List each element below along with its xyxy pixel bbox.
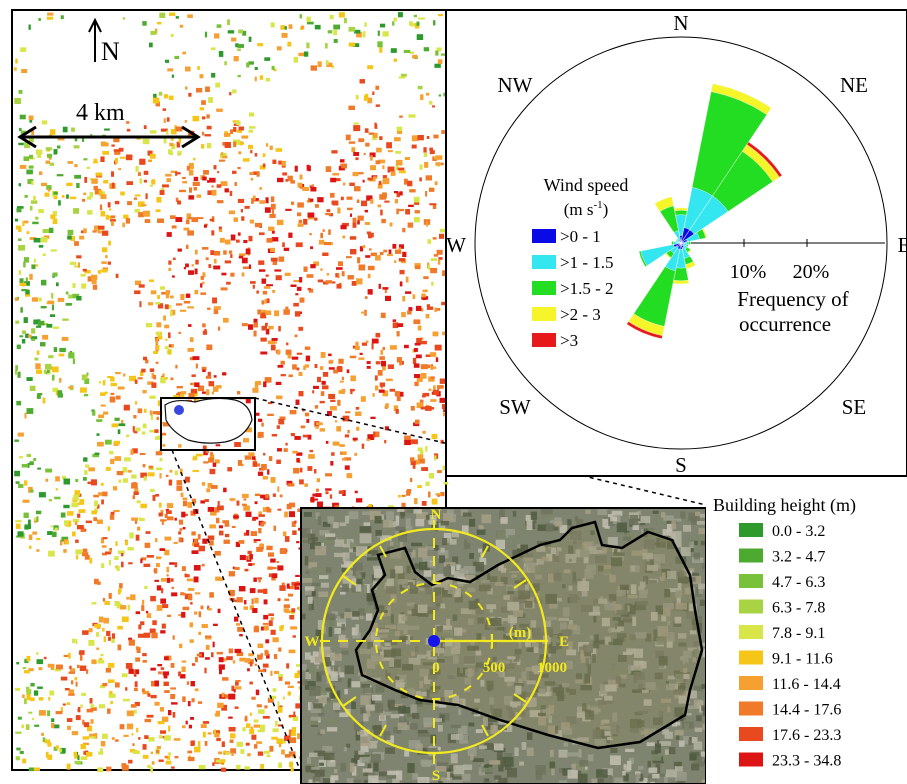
building-legend-label: 9.1 - 11.6 <box>772 651 833 668</box>
building-legend-swatch <box>739 676 763 690</box>
building-legend-label: 6.3 - 7.8 <box>772 600 825 617</box>
wind-legend-label: >1.5 - 2 <box>560 279 614 298</box>
petal-337.5-class-0 <box>678 239 682 244</box>
building-legend-label: 14.4 - 17.6 <box>772 702 841 719</box>
wind-rose-direction-labels: N NE E SE S SW W NW <box>446 11 907 477</box>
leader-lines <box>171 397 707 771</box>
direction-label-w: W <box>446 233 466 257</box>
petal-247.5-class-1 <box>640 242 682 267</box>
wind-rose-outer-circle <box>474 36 888 450</box>
building-height-raster <box>14 12 449 774</box>
direction-label-sw: SW <box>499 395 531 419</box>
building-legend-title: Building height (m) <box>713 495 856 516</box>
wind-legend-label: >3 <box>560 331 578 350</box>
building-legend-swatch <box>739 625 763 639</box>
inset-unit-label: (m) <box>509 625 532 641</box>
building-legend-label: 17.6 - 23.3 <box>772 727 841 744</box>
building-legend-label: 3.2 - 4.7 <box>772 549 825 566</box>
direction-label-nw: NW <box>498 73 533 97</box>
inset-distance-500: 500 <box>483 660 506 676</box>
city-map: N 4 km <box>11 9 449 774</box>
wind-legend-label: >0 - 1 <box>560 227 601 246</box>
wind-rose-radial-ticks: 10% 20% <box>730 239 830 283</box>
inset-compass-n: N <box>431 507 442 523</box>
wind-speed-legend: Wind speed (m s-1) >0 - 1 >1 - 1.5 >1.5 - … <box>532 175 628 350</box>
wind-legend-unit: (m s-1) <box>564 199 609 219</box>
inset-compass-s: S <box>432 768 440 784</box>
building-legend-swatch <box>739 523 763 537</box>
study-area-outline <box>164 397 253 444</box>
petal-337.5-class-1 <box>673 230 682 244</box>
scale-bar: 4 km <box>17 100 201 149</box>
wind-legend-label: >2 - 3 <box>560 305 601 324</box>
station-marker <box>174 405 184 415</box>
building-legend-swatch <box>739 752 763 767</box>
direction-label-s: S <box>675 453 687 477</box>
radial-tick-label: 10% <box>730 261 767 283</box>
building-legend-swatch <box>739 548 763 563</box>
direction-label-e: E <box>898 233 907 257</box>
building-legend-label: 23.3 - 34.8 <box>772 753 841 770</box>
building-legend-label: 11.6 - 14.4 <box>772 676 841 693</box>
building-legend-label: 0.0 - 3.2 <box>772 523 825 540</box>
building-legend-swatch <box>739 701 763 716</box>
building-legend-swatch <box>739 650 763 665</box>
wind-rose-petals <box>626 83 783 340</box>
wind-legend-swatch <box>532 307 556 321</box>
inset-locator-box <box>160 397 256 451</box>
inset-distance-1000: 1000 <box>537 660 567 676</box>
satellite-inset: N E S W (m) 0 500 1000 <box>300 507 707 784</box>
wind-rose-panel: 10% 20% N NE E SE S SW W NW Frequency of occurre… <box>445 9 907 477</box>
direction-label-ne: NE <box>840 73 868 97</box>
building-legend-label: 7.8 - 9.1 <box>772 625 825 642</box>
building-height-legend: Building height (m) 0.0 - 3.2 3.2 - 4.7 4.… <box>706 486 907 784</box>
petal-202.5-class-1 <box>664 242 682 272</box>
wind-legend-swatch <box>532 333 556 347</box>
station-marker-inset <box>428 635 440 647</box>
wind-legend-swatch <box>532 229 556 243</box>
wind-legend-title: Wind speed <box>544 175 629 195</box>
building-legend-swatch <box>739 599 763 614</box>
radial-title-line2: occurrence <box>739 312 831 336</box>
scale-label: 4 km <box>76 100 125 126</box>
petal-45-class-1 <box>680 195 729 244</box>
direction-label-se: SE <box>842 395 867 419</box>
wind-legend-swatch <box>532 281 556 295</box>
inset-distance-0: 0 <box>432 660 440 676</box>
inset-compass-e: E <box>559 634 569 650</box>
building-legend-swatch <box>739 574 763 588</box>
wind-legend-swatch <box>532 255 556 269</box>
north-label: N <box>101 37 120 66</box>
wind-legend-label: >1 - 1.5 <box>560 253 614 272</box>
study-area-boundary <box>354 520 704 750</box>
radial-title-line1: Frequency of <box>737 287 848 311</box>
building-legend-label: 4.7 - 6.3 <box>772 574 825 591</box>
satellite-texture <box>301 508 706 784</box>
north-arrow: N <box>88 17 120 66</box>
radial-tick-label: 20% <box>793 261 830 283</box>
petal-270-class-1 <box>673 241 682 245</box>
inset-compass-w: W <box>305 634 320 650</box>
direction-label-n: N <box>673 11 688 35</box>
building-legend-swatch <box>739 727 763 741</box>
